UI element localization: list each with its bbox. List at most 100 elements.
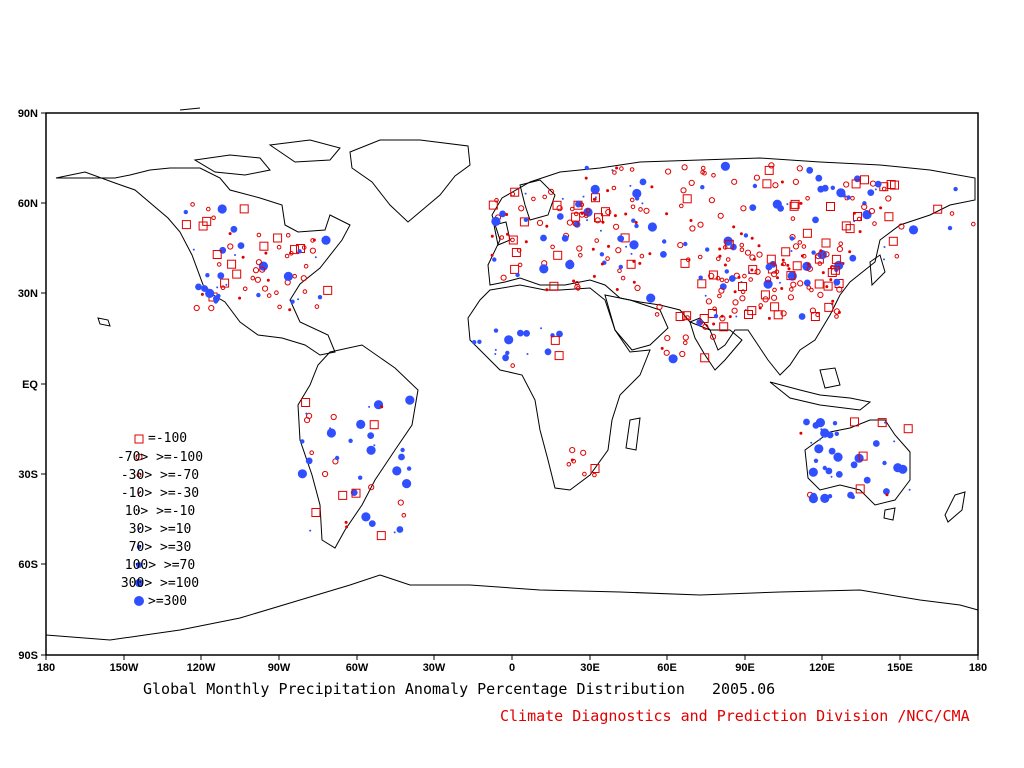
station-marker xyxy=(700,170,705,175)
station-marker xyxy=(590,184,600,194)
station-marker xyxy=(259,266,266,273)
station-marker xyxy=(591,247,595,251)
station-marker xyxy=(853,220,856,223)
station-marker xyxy=(846,195,851,200)
station-marker xyxy=(206,206,211,212)
station-marker xyxy=(781,247,791,257)
legend-marker-black-dot xyxy=(138,510,140,512)
station-marker xyxy=(361,512,371,522)
station-marker xyxy=(748,277,754,282)
station-marker xyxy=(285,233,291,238)
station-marker xyxy=(580,211,584,215)
station-marker xyxy=(647,222,658,232)
legend-label: >=300 xyxy=(148,594,187,609)
station-marker xyxy=(815,252,822,260)
station-marker xyxy=(885,195,892,202)
station-marker xyxy=(510,191,516,197)
station-marker xyxy=(810,312,820,321)
station-marker xyxy=(216,262,222,267)
legend-label: -70> >=-100 xyxy=(117,450,203,465)
station-marker xyxy=(626,259,636,269)
station-marker xyxy=(801,253,807,259)
station-marker xyxy=(708,272,715,279)
station-marker xyxy=(949,211,955,216)
station-marker xyxy=(786,271,796,281)
station-marker xyxy=(574,283,581,290)
station-marker xyxy=(812,422,820,429)
station-marker xyxy=(400,447,405,453)
station-marker xyxy=(830,475,833,478)
station-marker xyxy=(705,247,710,252)
station-marker xyxy=(662,239,667,244)
station-marker xyxy=(195,283,202,291)
station-marker xyxy=(708,270,718,280)
lon-tick-label: 150E xyxy=(887,662,913,674)
station-marker xyxy=(517,262,523,268)
station-marker xyxy=(732,225,736,229)
station-marker xyxy=(490,234,494,238)
station-marker xyxy=(515,272,520,278)
station-marker xyxy=(815,312,820,318)
station-marker xyxy=(877,418,887,428)
station-marker xyxy=(719,277,725,283)
station-marker xyxy=(675,312,685,321)
station-marker xyxy=(802,228,812,238)
station-marker xyxy=(768,162,775,169)
station-marker xyxy=(491,216,501,226)
station-marker xyxy=(629,197,635,203)
station-marker xyxy=(201,285,208,292)
station-marker xyxy=(810,441,813,444)
station-marker xyxy=(790,250,793,252)
lon-tick-label: 120W xyxy=(187,662,216,674)
station-marker xyxy=(858,451,868,461)
station-marker xyxy=(860,175,869,185)
station-marker xyxy=(681,164,688,171)
lon-tick-label: 180 xyxy=(37,662,55,674)
station-marker xyxy=(756,251,763,258)
station-marker xyxy=(256,232,262,238)
station-marker xyxy=(697,279,707,289)
station-marker xyxy=(740,205,747,212)
station-markers xyxy=(181,161,976,541)
station-marker xyxy=(472,340,477,345)
station-marker xyxy=(392,466,402,476)
station-marker xyxy=(862,210,872,220)
station-marker xyxy=(506,232,509,236)
station-marker xyxy=(766,254,776,264)
station-marker xyxy=(289,251,294,256)
station-marker xyxy=(828,447,836,455)
station-marker xyxy=(573,221,581,228)
station-marker xyxy=(833,278,841,286)
station-marker xyxy=(868,208,876,215)
legend-label: 10> >=-10 xyxy=(125,504,195,519)
station-marker xyxy=(190,202,195,207)
station-marker xyxy=(731,307,738,314)
station-marker xyxy=(762,179,772,189)
station-marker xyxy=(252,267,260,274)
legend-marker-blue-dot-small xyxy=(136,544,142,550)
station-marker xyxy=(634,221,638,224)
station-marker xyxy=(550,335,560,345)
station-marker xyxy=(314,256,317,259)
lat-tick-label: 30S xyxy=(18,469,38,481)
legend-labels: =-100 -70> >=-100 -30> >=-70 -10> >=-30 … xyxy=(117,431,203,609)
station-marker xyxy=(262,285,269,292)
station-marker xyxy=(505,213,509,216)
station-marker xyxy=(605,256,610,261)
station-marker xyxy=(569,447,576,454)
station-marker xyxy=(735,315,738,318)
station-marker xyxy=(882,460,887,466)
station-marker xyxy=(605,209,612,216)
station-marker xyxy=(821,271,825,275)
station-marker xyxy=(821,238,831,248)
station-marker xyxy=(799,431,803,435)
station-marker xyxy=(747,306,757,316)
station-marker xyxy=(787,294,795,301)
station-marker xyxy=(677,242,684,249)
station-marker xyxy=(719,315,726,322)
station-marker xyxy=(556,330,563,338)
legend-label: 300> >=100 xyxy=(121,576,199,591)
station-marker xyxy=(594,196,597,199)
station-marker xyxy=(712,322,716,326)
